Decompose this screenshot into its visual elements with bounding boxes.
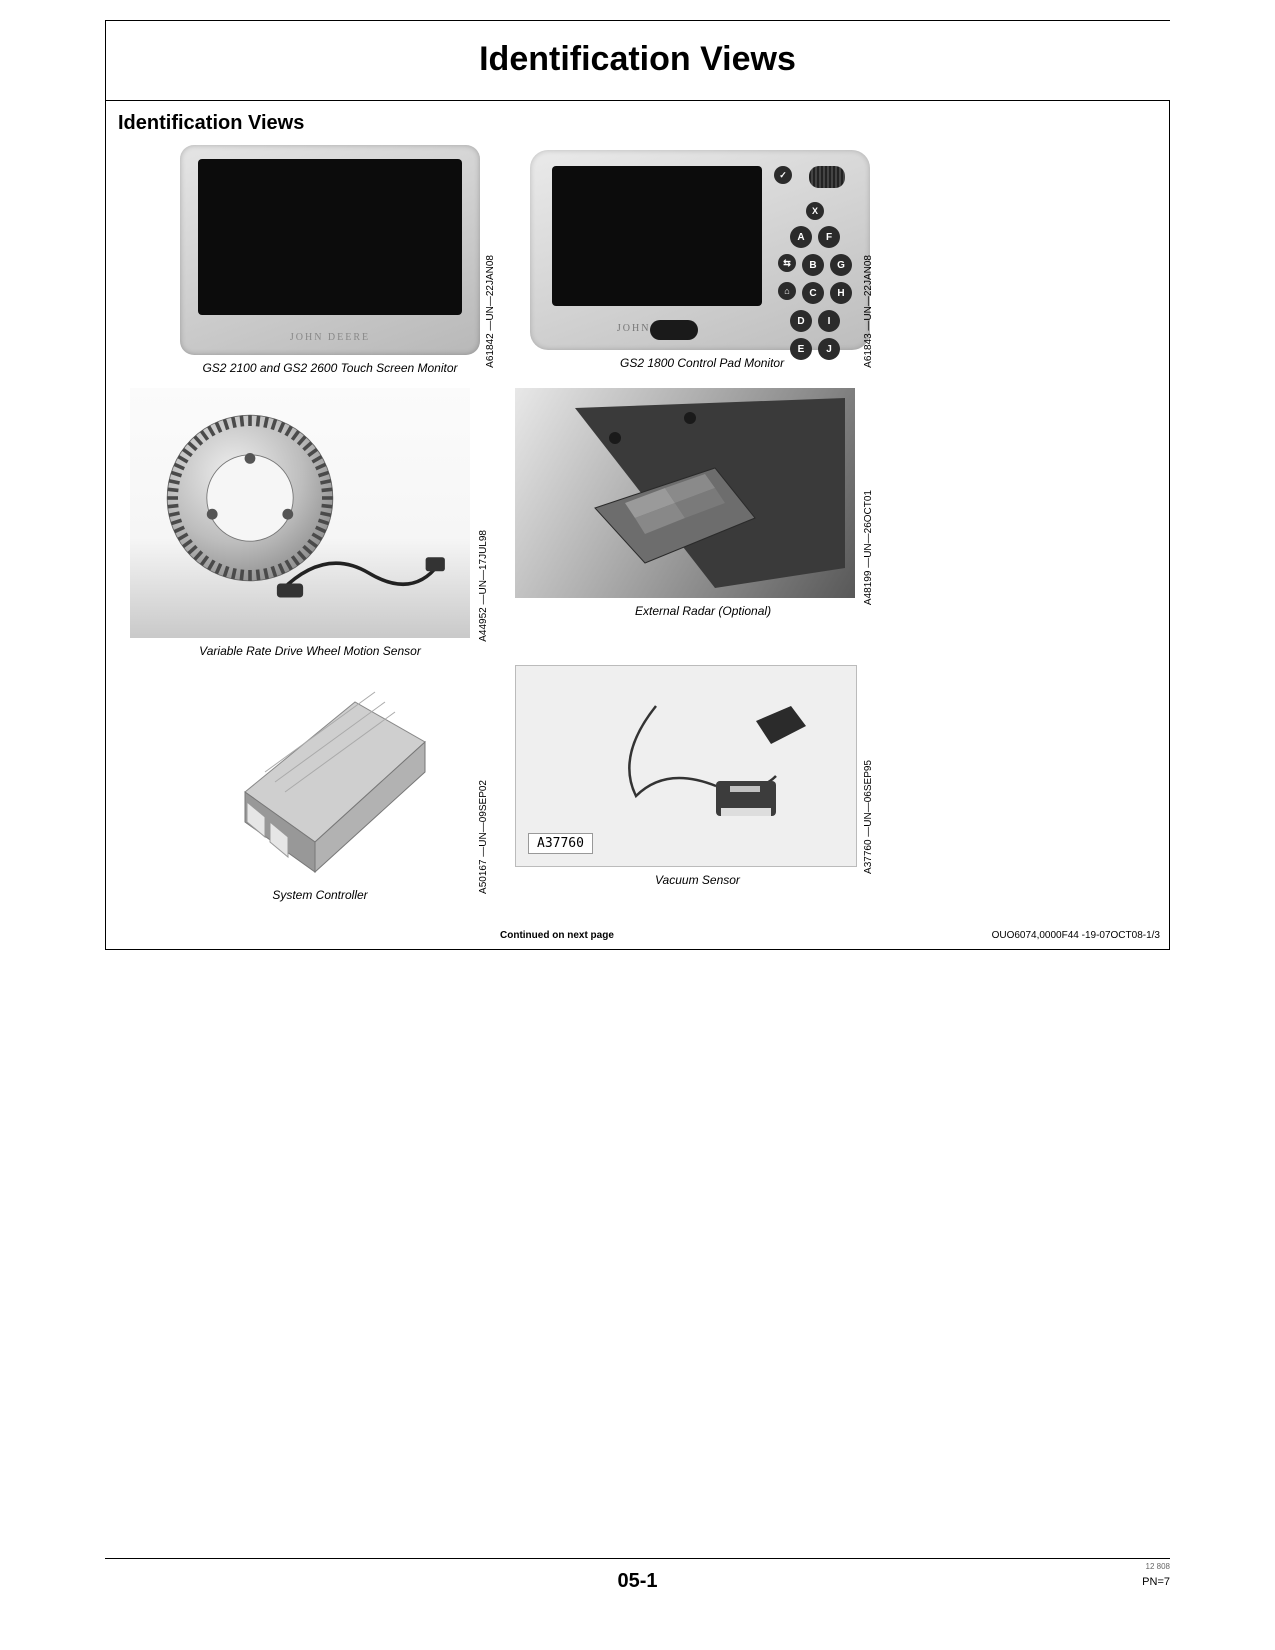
h-button: H: [830, 282, 852, 304]
g-button: G: [830, 254, 852, 276]
e-button: E: [790, 338, 812, 360]
figure-caption: Variable Rate Drive Wheel Motion Sensor: [130, 644, 490, 658]
monitor-1800-illustration: JOHN DEERE ✓ X AF ⇆BG ⌂CH DI EJ: [530, 150, 870, 350]
vacuum-sensor-illustration: A37760: [515, 665, 857, 867]
i-button: I: [818, 310, 840, 332]
monitor-screen: [198, 159, 462, 315]
radar-svg: [515, 388, 855, 598]
a-button: A: [790, 226, 812, 248]
figure-vacuum-sensor: A37760 Vacuum Sensor: [515, 665, 875, 887]
reference-code: OUO6074,0000F44 -19-07OCT08-1/3: [900, 930, 1160, 941]
footer-page-number: 05-1: [0, 1570, 1275, 1593]
section-title: Identification Views: [118, 112, 304, 135]
monitor-2100-illustration: JOHN DEERE: [180, 145, 480, 355]
knob: [809, 166, 845, 188]
top-rule: [105, 20, 1170, 21]
figure-wheel-sensor: Variable Rate Drive Wheel Motion Sensor: [130, 388, 490, 658]
figure-radar: External Radar (Optional): [515, 388, 875, 618]
footer-pn: PN=7: [1142, 1576, 1170, 1588]
figure-system-controller: System Controller: [180, 672, 460, 902]
figure-code: A37760 —UN—06SEP95: [863, 760, 874, 874]
continued-text: Continued on next page: [500, 930, 614, 941]
control-pad: ✓ X AF ⇆BG ⌂CH DI EJ: [774, 166, 856, 334]
figure-gs2-1800: JOHN DEERE ✓ X AF ⇆BG ⌂CH DI EJ GS2 1800…: [520, 150, 880, 370]
figure-caption: External Radar (Optional): [515, 604, 875, 618]
radar-illustration: [515, 388, 855, 598]
c-button: C: [802, 282, 824, 304]
home-button: ⌂: [778, 282, 796, 300]
cable-icon: [270, 538, 450, 608]
figure-caption: GS2 2100 and GS2 2600 Touch Screen Monit…: [160, 361, 500, 375]
j-button: J: [818, 338, 840, 360]
page: Identification Views Identification View…: [0, 0, 1275, 1650]
footer-small-code: 12 808: [1146, 1562, 1170, 1571]
wheel-sensor-illustration: [130, 388, 470, 638]
figure-code: A50167 —UN—09SEP02: [478, 780, 489, 894]
figure-caption: Vacuum Sensor: [515, 873, 875, 887]
page-title: Identification Views: [0, 40, 1275, 79]
figure-code: A61842 —UN—22JAN08: [485, 255, 496, 368]
b-button: B: [802, 254, 824, 276]
footer-rule: [105, 1558, 1170, 1559]
figure-code: A48199 —UN—26OCT01: [863, 490, 874, 605]
monitor-screen: [552, 166, 762, 306]
figure-gs2-2100-2600: JOHN DEERE GS2 2100 and GS2 2600 Touch S…: [160, 145, 500, 375]
x-button: X: [806, 202, 824, 220]
photo-stamp: A37760: [528, 833, 593, 854]
f-button: F: [818, 226, 840, 248]
monitor-brand: JOHN DEERE: [180, 332, 480, 343]
controller-svg: [205, 672, 435, 882]
figure-code: A61843 —UN—22JAN08: [863, 255, 874, 368]
check-button: ✓: [774, 166, 792, 184]
figure-caption: System Controller: [180, 888, 460, 902]
figure-code: A44952 —UN—17JUL98: [478, 530, 489, 642]
arrows-button: ⇆: [778, 254, 796, 272]
d-button: D: [790, 310, 812, 332]
power-button: [650, 320, 698, 340]
controller-illustration: [205, 672, 435, 882]
